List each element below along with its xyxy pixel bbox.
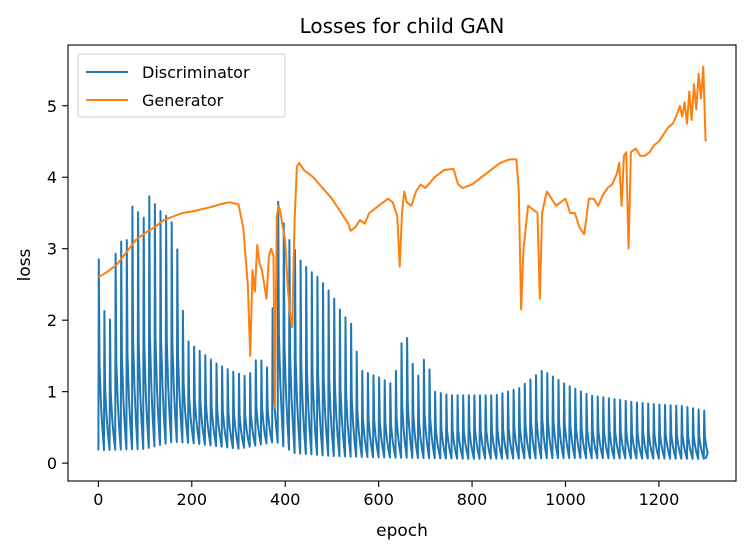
x-axis-label: epoch	[376, 521, 428, 541]
x-tick-label: 1200	[639, 490, 680, 509]
legend-label-generator: Generator	[142, 91, 224, 110]
x-tick-label: 400	[270, 490, 301, 509]
legend-box	[77, 53, 286, 118]
y-tick-label: 3	[47, 240, 57, 259]
x-axis-ticks: 0 200 400 600 800 1000 1200	[93, 481, 679, 509]
plot-frame	[67, 44, 737, 482]
x-tick-label: 0	[93, 490, 103, 509]
y-tick-label: 1	[47, 383, 57, 402]
x-tick-label: 800	[457, 490, 488, 509]
legend-label-discriminator: Discriminator	[142, 63, 250, 82]
x-tick-label: 1000	[545, 490, 586, 509]
y-tick-label: 4	[47, 168, 57, 187]
y-tick-label: 5	[47, 97, 57, 116]
y-tick-label: 2	[47, 311, 57, 330]
y-tick-label: 0	[47, 454, 57, 473]
x-tick-label: 200	[177, 490, 208, 509]
legend: Discriminator Generator	[77, 53, 286, 118]
x-tick-label: 600	[363, 490, 394, 509]
y-axis-ticks: 0 1 2 3 4 5	[47, 97, 68, 473]
chart-title: Losses for child GAN	[300, 14, 505, 38]
series-line-generator	[97, 65, 707, 409]
y-axis-label: loss	[15, 248, 35, 281]
plot-area	[67, 44, 737, 482]
series-line-discriminator	[97, 195, 709, 460]
